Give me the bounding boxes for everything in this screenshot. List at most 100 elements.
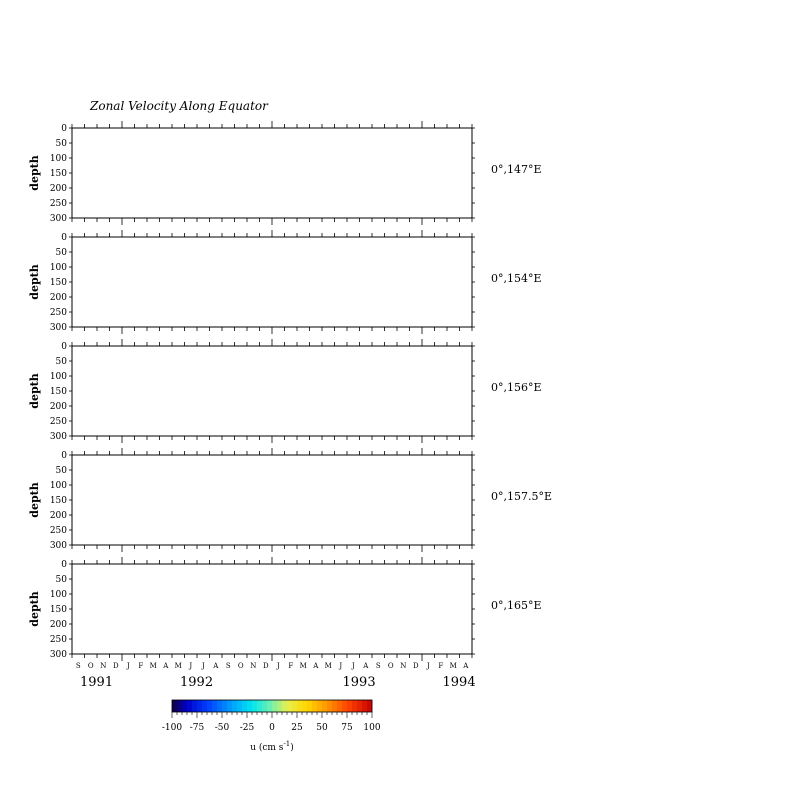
month-tick-label: J [351,662,355,670]
colorbar-tick-label: -25 [240,723,255,733]
depth-tick-label: 300 [50,541,67,551]
panel-4: 0 50 100 150 200 250 300 depth 0°,157.5°E [28,448,552,552]
colorbar-swatch [322,700,328,712]
month-tick-label: F [138,662,143,670]
depth-tick-label: 50 [56,139,68,149]
month-tick-label: J [201,662,205,670]
month-tick-label: S [226,662,231,670]
month-tick-label: D [113,662,119,670]
depth-tick-label: 100 [50,372,67,382]
month-tick-label: N [400,662,406,670]
colorbar-swatch [172,700,178,712]
depth-tick-label: 250 [50,417,67,427]
month-tick-label: M [175,662,182,670]
month-tick-label: A [162,662,169,670]
depth-tick-label: 0 [61,451,67,461]
colorbar-swatch [352,700,358,712]
year-label: 1994 [443,675,476,690]
month-tick-label: S [376,662,381,670]
depth-tick-label: 300 [50,323,67,333]
location-label: 0°,147°E [491,163,542,176]
month-tick-label: J [276,662,280,670]
colorbar-swatch [237,700,243,712]
panel-2: 0 50 100 150 200 250 300 depth 0°,154°E [28,230,542,334]
depth-tick-label: 300 [50,214,67,224]
colorbar-swatch [347,700,353,712]
colorbar-swatch [292,700,298,712]
colorbar-tick-label: 100 [363,723,380,733]
panel-frame [71,345,473,437]
colorbar-swatch [242,700,248,712]
depth-tick-label: 200 [50,293,67,303]
colorbar-tick-label: 0 [269,723,275,733]
colorbar-swatch [257,700,263,712]
colorbar-swatch [357,700,363,712]
depth-tick-label: 100 [50,154,67,164]
colorbar-swatch [182,700,188,712]
depth-tick-label: 200 [50,620,67,630]
colorbar-swatch [197,700,203,712]
location-label: 0°,157.5°E [491,490,552,503]
depth-tick-label: 250 [50,635,67,645]
colorbar-swatch [232,700,238,712]
month-tick-label: D [413,662,419,670]
depth-tick-label: 100 [50,481,67,491]
depth-tick-label: 0 [61,233,67,243]
depth-tick-label: 150 [50,278,67,288]
depth-tick-label: 250 [50,308,67,318]
colorbar-tick-label: -75 [190,723,205,733]
depth-tick-label: 50 [56,357,68,367]
depth-axis-label: depth [28,482,41,517]
colorbar-swatch [312,700,318,712]
month-tick-label: O [88,662,94,670]
colorbar-swatch [302,700,308,712]
location-label: 0°,154°E [491,272,542,285]
colorbar-swatch [272,700,278,712]
depth-tick-label: 200 [50,184,67,194]
panel-frame [71,454,473,546]
year-label: 1992 [180,675,213,690]
month-tick-label: M [150,662,157,670]
depth-tick-label: 50 [56,466,68,476]
depth-axis-label: depth [28,264,41,299]
month-tick-label: O [388,662,394,670]
colorbar-swatch [267,700,273,712]
colorbar-swatch [177,700,183,712]
month-tick-label: A [462,662,469,670]
colorbar-swatch [207,700,213,712]
month-tick-label: J [126,662,130,670]
colorbar-swatch [222,700,228,712]
panel-frame [71,563,473,655]
colorbar-swatch [262,700,268,712]
month-tick-label: F [438,662,443,670]
chart-title: Zonal Velocity Along Equator [89,99,269,113]
depth-tick-label: 0 [61,342,67,352]
depth-tick-label: 50 [56,575,68,585]
year-label: 1993 [343,675,376,690]
depth-tick-label: 300 [50,650,67,660]
colorbar-swatch [212,700,218,712]
depth-axis-label: depth [28,373,41,408]
colorbar-swatch [187,700,193,712]
month-tick-label: M [325,662,332,670]
depth-tick-label: 0 [61,560,67,570]
colorbar-tick-label: 50 [316,723,328,733]
colorbar-swatch [342,700,348,712]
colorbar-swatch [317,700,323,712]
colorbar-swatch [277,700,283,712]
depth-axis-label: depth [28,155,41,190]
month-tick-label: A [362,662,369,670]
colorbar-swatch [367,700,373,712]
depth-tick-label: 250 [50,526,67,536]
location-label: 0°,165°E [491,599,542,612]
colorbar-swatch [202,700,208,712]
colorbar-swatch [287,700,293,712]
month-tick-label: J [188,662,192,670]
month-tick-label: O [238,662,244,670]
colorbar-swatch [362,700,368,712]
colorbar-tick-label: 75 [341,723,353,733]
year-label: 1991 [80,675,113,690]
depth-tick-label: 150 [50,605,67,615]
colorbar-swatch [297,700,303,712]
